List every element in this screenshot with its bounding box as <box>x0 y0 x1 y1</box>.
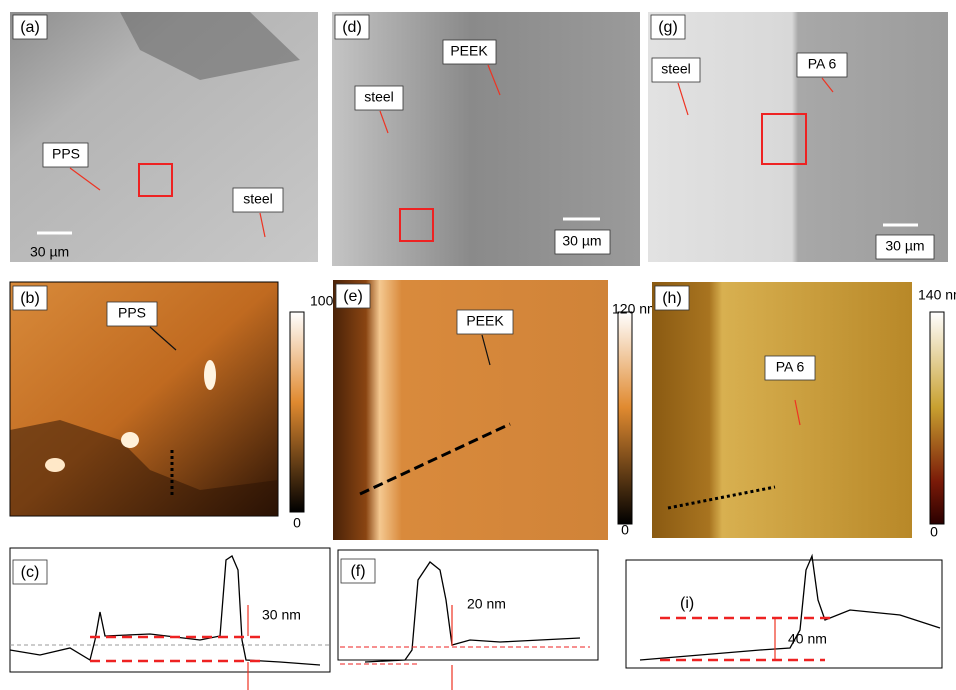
annotation: PEEK <box>450 43 488 59</box>
panel-label: (b) <box>20 290 40 307</box>
scale-bar-label: 30 µm <box>562 233 601 249</box>
micrograph-a: (a) PPS steel 30 µm <box>10 12 318 262</box>
annotation: steel <box>364 89 394 105</box>
colorbar-label: 120 nm <box>612 301 659 317</box>
colorbar-label: 0 <box>293 515 301 531</box>
annotation: PA 6 <box>776 359 805 375</box>
micrograph-g: (g) PA 6 steel 30 µm <box>648 12 948 262</box>
step-label: 40 nm <box>788 631 827 647</box>
scale-bar-label: 30 µm <box>885 238 924 254</box>
afm-b: (b) PPS 100 nm 0 <box>10 282 357 531</box>
annotation: PPS <box>52 146 80 162</box>
panel-label: (h) <box>662 290 682 307</box>
panel-label: (e) <box>343 288 363 305</box>
afm-e: (e) PEEK 120 nm 0 <box>333 280 659 540</box>
panel-label: (d) <box>342 19 362 36</box>
colorbar-label: 140 nm <box>918 287 956 303</box>
colorbar-label: 0 <box>621 522 629 538</box>
panel-label: (i) <box>680 595 694 612</box>
annotation: PEEK <box>466 313 504 329</box>
panel-label: (a) <box>20 19 40 36</box>
profile-i: (i) 40 nm <box>626 556 942 668</box>
annotation: PA 6 <box>808 56 837 72</box>
figure: (a) PPS steel 30 µm (d) PEEK steel 30 µm… <box>0 0 956 690</box>
profile-f: (f) 20 nm <box>338 550 598 690</box>
annotation: steel <box>661 61 691 77</box>
panel-label: (c) <box>21 564 40 581</box>
micrograph-d: (d) PEEK steel 30 µm <box>332 12 640 266</box>
afm-h: (h) PA 6 140 nm 0 <box>652 282 956 540</box>
panel-label: (g) <box>658 19 678 36</box>
profile-c: (c) 30 nm <box>10 548 330 690</box>
colorbar-label: 0 <box>930 524 938 540</box>
step-label: 20 nm <box>467 596 506 612</box>
step-label: 30 nm <box>262 607 301 623</box>
annotation: steel <box>243 191 273 207</box>
annotation: PPS <box>118 305 146 321</box>
panel-label: (f) <box>350 563 365 580</box>
scale-bar-label: 30 µm <box>30 244 69 260</box>
